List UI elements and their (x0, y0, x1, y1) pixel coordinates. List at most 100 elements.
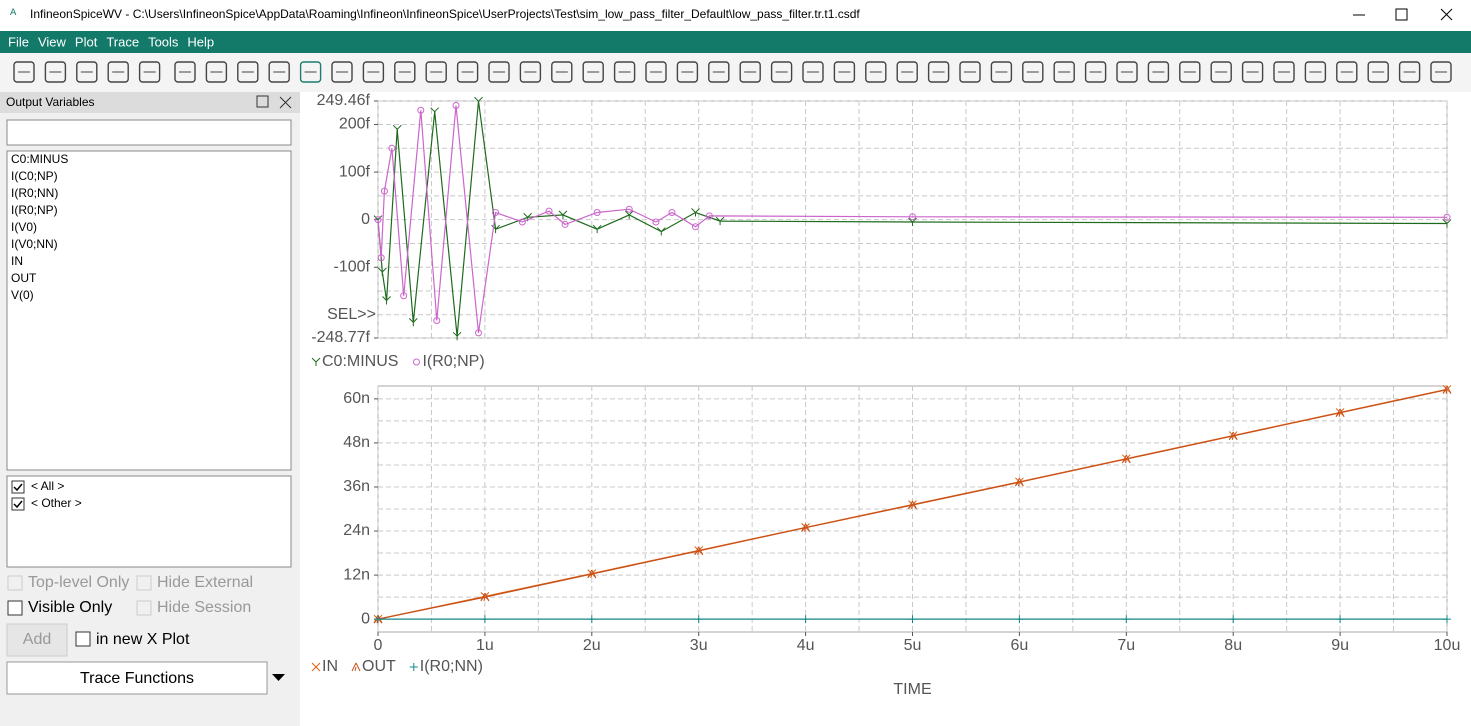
toolbar-button[interactable] (1367, 61, 1389, 83)
x-tick-label: 2u (583, 637, 601, 654)
legend-entry[interactable]: C0:MINUS (322, 353, 398, 370)
toolbar-button[interactable] (331, 61, 353, 83)
marker (1121, 454, 1131, 464)
menu-item[interactable]: Help (187, 34, 214, 49)
toolbar-button[interactable] (44, 61, 67, 83)
undock[interactable] (256, 95, 269, 108)
marker (474, 329, 482, 337)
menu-bar (0, 31, 1471, 53)
y-tick-label: -100f (334, 258, 371, 275)
toolbar-button[interactable] (927, 61, 950, 83)
legend-entry[interactable]: I(R0;NN) (420, 658, 483, 675)
marker (374, 216, 382, 224)
toolbar-button[interactable] (959, 61, 981, 83)
marker (491, 224, 500, 234)
dropdown-arrow[interactable] (272, 674, 285, 681)
menu-item[interactable]: Trace (106, 34, 139, 49)
toolbar-button[interactable] (865, 61, 887, 83)
toolbar-button[interactable] (1336, 61, 1358, 83)
toolbar-button[interactable] (174, 61, 196, 83)
search-box[interactable] (6, 119, 292, 146)
toolbar-button[interactable] (676, 61, 699, 83)
toolbar-button[interactable] (107, 61, 129, 83)
toolbar-button[interactable] (1116, 61, 1138, 83)
toolbar-button[interactable] (739, 61, 761, 83)
toolbar-button[interactable] (582, 61, 604, 83)
variable-item[interactable]: I(V0;NN) (11, 237, 58, 251)
marker (1229, 615, 1238, 624)
toolbar-button[interactable] (896, 61, 918, 83)
marker (656, 227, 666, 236)
toolbar-button[interactable] (13, 61, 35, 83)
toolbar-button[interactable] (425, 61, 447, 83)
toolbar-button[interactable] (1053, 61, 1075, 83)
toolbar-button[interactable] (205, 61, 228, 83)
checkbox[interactable] (75, 631, 91, 647)
menu-item[interactable]: View (38, 34, 67, 49)
variable-item[interactable]: I(V0) (11, 220, 37, 234)
toolbar-button[interactable] (138, 61, 161, 83)
toolbar-button[interactable] (1022, 61, 1044, 83)
x-tick-label: 5u (904, 637, 922, 654)
legend-entry[interactable]: IN (322, 658, 338, 675)
toolbar-button[interactable] (237, 61, 259, 83)
legend-entry[interactable]: I(R0;NP) (422, 353, 484, 370)
marker (624, 210, 634, 219)
marker (388, 144, 396, 152)
variable-item[interactable]: I(R0;NN) (11, 186, 58, 200)
menu-item[interactable]: File (8, 34, 29, 49)
x-tick-label: 8u (1224, 637, 1242, 654)
maximize[interactable] (1395, 8, 1408, 21)
variable-item[interactable]: I(R0;NP) (11, 203, 58, 217)
toolbar-button[interactable] (1147, 61, 1170, 83)
variable-item[interactable]: C0:MINUS (11, 152, 68, 166)
close[interactable] (1440, 8, 1453, 21)
variable-item[interactable]: IN (11, 254, 23, 268)
toolbar-button[interactable] (613, 61, 636, 83)
toolbar-button[interactable] (1273, 61, 1295, 83)
legend-entry[interactable]: OUT (362, 658, 396, 675)
trace-functions-button[interactable] (6, 661, 268, 695)
toolbar-button[interactable] (802, 61, 824, 83)
toolbar-button[interactable] (645, 61, 667, 83)
add-button[interactable] (6, 623, 68, 657)
new-plot-label: in new X Plot (96, 631, 190, 648)
toolbar-button[interactable] (833, 61, 856, 83)
toolbar-button[interactable] (1398, 61, 1421, 83)
window-title: InfineonSpiceWV - C:\Users\InfineonSpice… (30, 7, 860, 21)
toolbar-button[interactable] (1210, 61, 1232, 83)
toolbar-button[interactable] (1084, 61, 1107, 83)
toolbar-button[interactable] (456, 61, 479, 83)
variable-item[interactable]: I(C0;NP) (11, 169, 58, 183)
toolbar-button[interactable] (299, 61, 322, 83)
annotation: SEL>> (327, 306, 376, 323)
toolbar-button[interactable] (519, 61, 542, 83)
marker (374, 615, 382, 624)
marker (400, 292, 408, 300)
toolbar-button[interactable] (1304, 61, 1327, 83)
toolbar-button[interactable] (1179, 61, 1201, 83)
variable-item[interactable]: OUT (11, 271, 37, 285)
toolbar-button[interactable] (990, 61, 1013, 83)
toolbar-button[interactable] (1430, 61, 1452, 83)
toolbar-button[interactable] (268, 61, 290, 83)
legend-marker (409, 663, 418, 671)
checkbox[interactable] (11, 480, 25, 494)
toolbar-button[interactable] (488, 61, 510, 83)
toolbar-button[interactable] (708, 61, 730, 83)
menu-item[interactable]: Plot (75, 34, 98, 49)
toolbar-button[interactable] (76, 61, 98, 83)
marker (908, 615, 917, 624)
toolbar-button[interactable] (1241, 61, 1264, 83)
toolbar-button[interactable] (394, 61, 416, 83)
toolbar-button[interactable] (770, 61, 793, 83)
checkbox[interactable] (11, 497, 25, 511)
marker (380, 187, 388, 195)
variable-item[interactable]: V(0) (11, 288, 34, 302)
checkbox[interactable] (7, 600, 23, 616)
sidebar-close[interactable] (279, 96, 292, 109)
toolbar-button[interactable] (551, 61, 573, 83)
toolbar-button[interactable] (362, 61, 385, 83)
menu-item[interactable]: Tools (148, 34, 179, 49)
marker (1336, 615, 1345, 624)
